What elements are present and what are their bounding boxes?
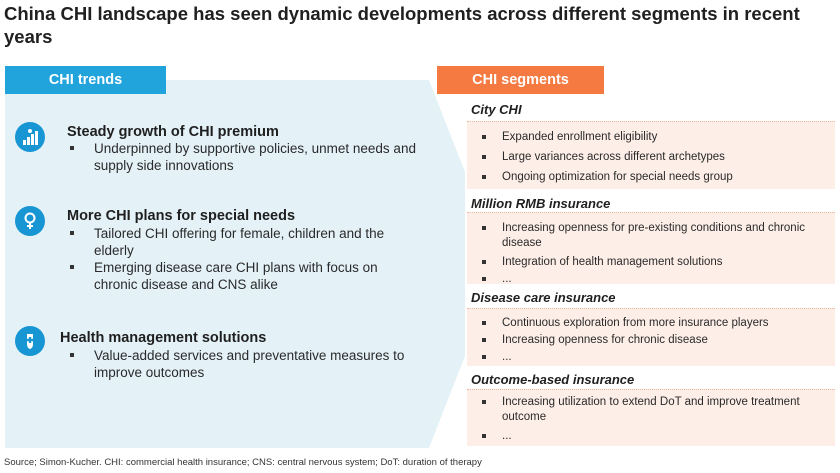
list-item: ... bbox=[467, 272, 835, 287]
list-item: Large variances across different archety… bbox=[467, 150, 835, 165]
trend-bullets: Tailored CHI offering for female, childr… bbox=[70, 225, 415, 293]
trends-arrow bbox=[429, 80, 465, 448]
list-item: Expanded enrollment eligibility bbox=[467, 130, 835, 145]
list-item: ... bbox=[467, 350, 835, 365]
trend-bullets: Underpinned by supportive policies, unme… bbox=[70, 140, 425, 174]
segment-box: Increasing utilization to extend DoT and… bbox=[467, 389, 835, 446]
list-item: Value-added services and preventative me… bbox=[70, 347, 420, 381]
page-title: China CHI landscape has seen dynamic dev… bbox=[4, 3, 800, 47]
segment-box: Increasing openness for pre-existing con… bbox=[467, 212, 835, 287]
trend-heading: More CHI plans for special needs bbox=[67, 208, 296, 224]
list-item: Continuous exploration from more insuran… bbox=[467, 316, 835, 331]
trend-bullets: Value-added services and preventative me… bbox=[70, 347, 420, 381]
list-item: Ongoing optimization for special needs g… bbox=[467, 170, 835, 185]
list-item: Underpinned by supportive policies, unme… bbox=[70, 140, 425, 174]
list-item: Tailored CHI offering for female, childr… bbox=[70, 225, 415, 259]
hand-shield-icon bbox=[15, 326, 45, 356]
growth-chart-icon bbox=[15, 122, 45, 152]
segment-title: City CHI bbox=[471, 102, 522, 117]
trend-heading: Health management solutions bbox=[60, 330, 267, 346]
trend-heading: Steady growth of CHI premium bbox=[67, 124, 279, 140]
trends-panel bbox=[5, 80, 429, 448]
segments-label: CHI segments bbox=[437, 66, 604, 94]
segment-title: Outcome-based insurance bbox=[471, 372, 635, 387]
segment-title: Disease care insurance bbox=[471, 290, 616, 305]
female-symbol-icon bbox=[15, 206, 45, 236]
trends-label: CHI trends bbox=[5, 66, 166, 94]
list-item: Increasing utilization to extend DoT and… bbox=[467, 395, 835, 425]
list-item: Integration of health management solutio… bbox=[467, 255, 835, 270]
segment-box: Expanded enrollment eligibility Large va… bbox=[467, 121, 835, 189]
list-item: Emerging disease care CHI plans with foc… bbox=[70, 259, 415, 293]
list-item: Increasing openness for chronic disease bbox=[467, 333, 835, 348]
segment-box: Continuous exploration from more insuran… bbox=[467, 308, 835, 366]
source-footnote: Source; Simon-Kucher. CHI: commercial he… bbox=[4, 457, 482, 468]
list-item: Increasing openness for pre-existing con… bbox=[467, 221, 835, 251]
segment-title: Million RMB insurance bbox=[471, 196, 611, 211]
list-item: ... bbox=[467, 429, 835, 444]
